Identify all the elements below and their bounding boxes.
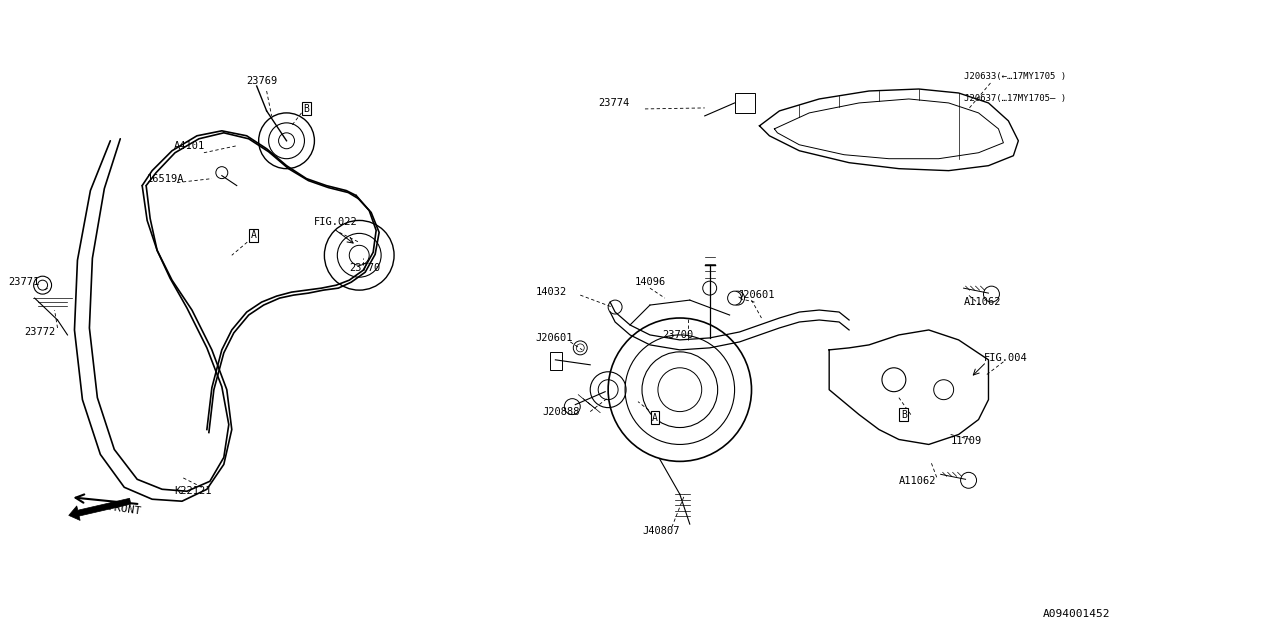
Text: A11062: A11062 <box>964 297 1001 307</box>
Text: 23774: 23774 <box>598 98 630 108</box>
Text: 11709: 11709 <box>951 436 982 447</box>
Text: A: A <box>652 413 658 422</box>
Circle shape <box>33 276 51 294</box>
Text: J20633(←…17MY1705 ): J20633(←…17MY1705 ) <box>964 72 1066 81</box>
Circle shape <box>37 280 47 290</box>
Circle shape <box>703 281 717 295</box>
Text: J20601: J20601 <box>535 333 573 343</box>
Text: J20637(…17MY1705– ): J20637(…17MY1705– ) <box>964 95 1066 104</box>
Text: FIG.004: FIG.004 <box>983 353 1028 363</box>
Text: J20601: J20601 <box>737 290 776 300</box>
Circle shape <box>608 300 622 314</box>
Text: FIG.022: FIG.022 <box>314 218 357 227</box>
Circle shape <box>564 399 580 415</box>
Circle shape <box>727 291 741 305</box>
Circle shape <box>573 341 588 355</box>
Text: 14032: 14032 <box>535 287 567 297</box>
Text: J20888: J20888 <box>543 406 580 417</box>
Text: 23770: 23770 <box>349 263 380 273</box>
Text: A4101: A4101 <box>174 141 205 151</box>
Text: 23772: 23772 <box>24 327 56 337</box>
Circle shape <box>731 291 745 305</box>
Circle shape <box>576 344 584 352</box>
FancyBboxPatch shape <box>550 352 562 370</box>
Circle shape <box>216 166 228 179</box>
FancyBboxPatch shape <box>735 93 754 113</box>
Text: FRONT: FRONT <box>108 502 142 516</box>
Circle shape <box>960 472 977 488</box>
Text: 23771: 23771 <box>8 277 38 287</box>
Text: A: A <box>251 230 256 241</box>
Text: K22121: K22121 <box>174 486 211 496</box>
Text: 16519A: 16519A <box>147 173 184 184</box>
FancyArrow shape <box>69 499 131 520</box>
Text: 23700: 23700 <box>662 330 694 340</box>
Text: A094001452: A094001452 <box>1043 609 1111 619</box>
Text: 23769: 23769 <box>247 76 278 86</box>
Text: B: B <box>901 410 906 420</box>
Text: 14096: 14096 <box>635 277 667 287</box>
Text: A11062: A11062 <box>899 476 937 486</box>
Text: B: B <box>303 104 310 114</box>
Circle shape <box>733 294 741 302</box>
Circle shape <box>983 286 1000 302</box>
Text: J40807: J40807 <box>643 526 680 536</box>
